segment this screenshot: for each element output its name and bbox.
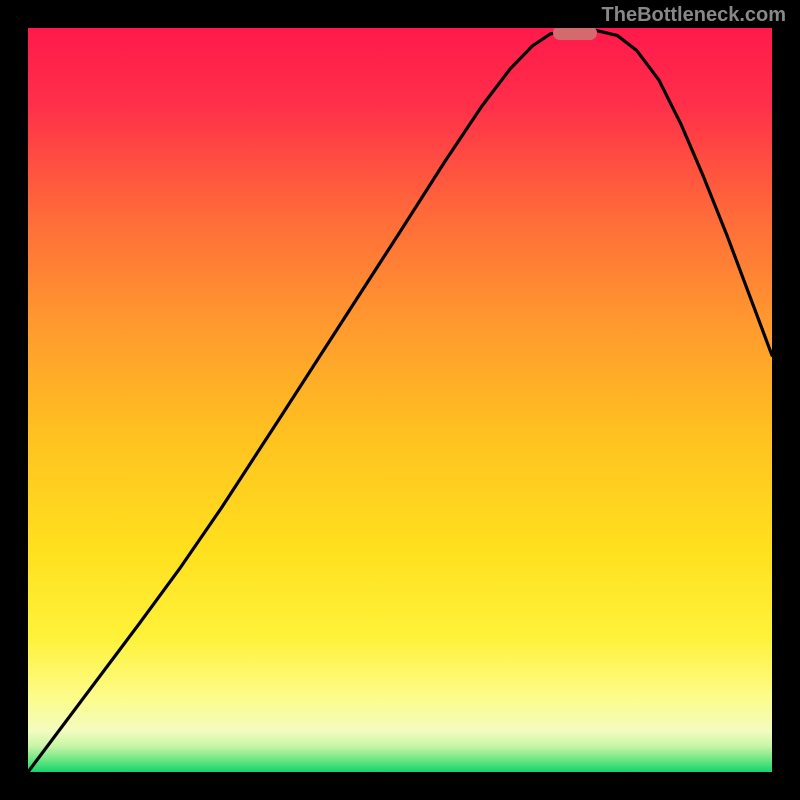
minimum-marker (553, 28, 597, 40)
bottleneck-curve (28, 28, 772, 772)
plot-frame (28, 28, 772, 772)
plot-area (28, 28, 772, 772)
curve-path (28, 30, 772, 772)
watermark-text: TheBottleneck.com (602, 4, 786, 27)
